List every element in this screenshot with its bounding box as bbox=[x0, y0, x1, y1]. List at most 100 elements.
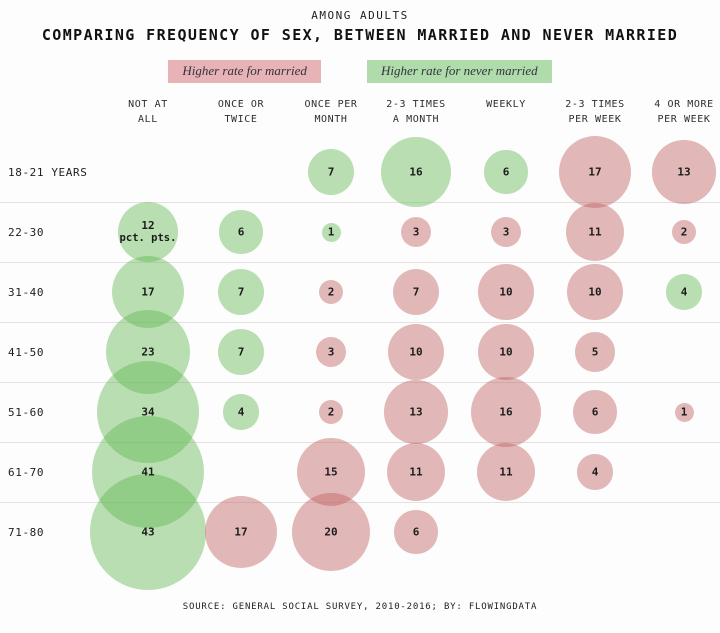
bubble bbox=[315, 336, 347, 368]
bubble bbox=[386, 442, 446, 502]
bubble bbox=[565, 202, 625, 262]
bubble-value: 7 bbox=[237, 285, 245, 299]
column-header: 4 OR MORE PER WEEK bbox=[654, 99, 714, 125]
row-label: 18-21 YEARS bbox=[8, 166, 88, 179]
bubble-value: 16 bbox=[499, 405, 513, 419]
bubble-value: 20 bbox=[324, 525, 338, 539]
bubble-value: 13 bbox=[409, 405, 423, 419]
bubble-value: 11 bbox=[588, 225, 602, 239]
bubble-value: 12 pct. pts. bbox=[119, 219, 177, 244]
bubble-value: 3 bbox=[502, 225, 510, 239]
column-header: NOT AT ALL bbox=[128, 99, 168, 125]
bubble bbox=[384, 380, 448, 444]
bubble-value: 23 bbox=[141, 345, 155, 359]
bubble-value: 17 bbox=[588, 165, 602, 179]
bubble bbox=[573, 390, 617, 434]
bubble-value: 1 bbox=[327, 225, 335, 239]
bubble bbox=[666, 274, 702, 310]
row-label: 71-80 bbox=[8, 526, 45, 539]
bubble-value: 10 bbox=[588, 285, 602, 299]
bubble bbox=[96, 360, 200, 464]
bubble bbox=[671, 219, 697, 245]
bubble-value: 2 bbox=[680, 225, 688, 239]
bubble bbox=[90, 474, 206, 590]
bubble-value: 6 bbox=[591, 405, 599, 419]
bubble bbox=[470, 376, 542, 448]
row-divider bbox=[0, 502, 720, 503]
bubble-value: 10 bbox=[409, 345, 423, 359]
chart-title: COMPARING FREQUENCY OF SEX, BETWEEN MARR… bbox=[41, 26, 679, 44]
bubble bbox=[217, 268, 265, 316]
bubble-value: 3 bbox=[327, 345, 335, 359]
bubble-value: 4 bbox=[237, 405, 245, 419]
row-divider bbox=[0, 442, 720, 443]
column-header: WEEKLY bbox=[486, 99, 526, 110]
bubble-value: 4 bbox=[591, 465, 599, 479]
bubble bbox=[476, 442, 536, 502]
row-divider bbox=[0, 382, 720, 383]
source-note: SOURCE: GENERAL SOCIAL SURVEY, 2010-2016… bbox=[182, 602, 538, 612]
row-label: 41-50 bbox=[8, 346, 45, 359]
row-divider bbox=[0, 202, 720, 203]
bubble bbox=[219, 210, 263, 254]
bubble bbox=[394, 510, 438, 554]
bubble-value: 16 bbox=[409, 165, 423, 179]
bubble-value: 7 bbox=[412, 285, 420, 299]
row-label: 22-30 bbox=[8, 226, 45, 239]
column-header: 2-3 TIMES PER WEEK bbox=[565, 99, 625, 125]
bubble bbox=[392, 268, 440, 316]
bubble bbox=[484, 150, 528, 194]
chart-kicker: AMONG ADULTS bbox=[311, 9, 409, 22]
bubble-value: 34 bbox=[141, 405, 155, 419]
bubble bbox=[674, 402, 694, 422]
bubble-value: 17 bbox=[234, 525, 248, 539]
bubble-value: 2 bbox=[327, 285, 335, 299]
bubble-value: 5 bbox=[591, 345, 599, 359]
bubble-value: 17 bbox=[141, 285, 155, 299]
bubble bbox=[575, 332, 615, 372]
bubble-value: 6 bbox=[237, 225, 245, 239]
bubble bbox=[318, 399, 344, 425]
bubble bbox=[291, 492, 371, 572]
bubble bbox=[204, 495, 278, 569]
bubble bbox=[388, 324, 444, 380]
bubble-value: 4 bbox=[680, 285, 688, 299]
row-label: 61-70 bbox=[8, 466, 45, 479]
bubble bbox=[478, 264, 534, 320]
bubble bbox=[577, 454, 613, 490]
row-label: 31-40 bbox=[8, 286, 45, 299]
bubble bbox=[217, 328, 265, 376]
legend-chip-married: Higher rate for married bbox=[168, 60, 321, 83]
bubble bbox=[490, 216, 522, 248]
legend-chip-never-married: Higher rate for never married bbox=[366, 60, 552, 83]
bubble bbox=[318, 279, 344, 305]
bubble-value: 6 bbox=[502, 165, 510, 179]
column-header: 2-3 TIMES A MONTH bbox=[386, 99, 446, 125]
bubble bbox=[558, 135, 632, 209]
bubble-value: 11 bbox=[409, 465, 423, 479]
bubble-value: 6 bbox=[412, 525, 420, 539]
bubble bbox=[296, 437, 366, 507]
bubble bbox=[223, 394, 259, 430]
legend: Higher rate for married Higher rate for n… bbox=[0, 60, 720, 83]
bubble bbox=[652, 140, 716, 204]
bubble-value: 11 bbox=[499, 465, 513, 479]
bubble-value: 41 bbox=[141, 465, 155, 479]
row-divider bbox=[0, 262, 720, 263]
bubble-value: 13 bbox=[677, 165, 691, 179]
column-header: ONCE PER MONTH bbox=[304, 99, 358, 125]
bubble-value: 1 bbox=[680, 405, 688, 419]
bubble bbox=[567, 264, 623, 320]
bubble bbox=[105, 309, 191, 395]
bubble-value: 43 bbox=[141, 525, 155, 539]
column-header: ONCE OR TWICE bbox=[217, 99, 265, 125]
bubble-value: 7 bbox=[327, 165, 335, 179]
bubble bbox=[380, 136, 452, 208]
bubble-value: 10 bbox=[499, 285, 513, 299]
bubble-value: 3 bbox=[412, 225, 420, 239]
bubble bbox=[117, 201, 179, 263]
bubble bbox=[321, 222, 341, 242]
row-divider bbox=[0, 322, 720, 323]
